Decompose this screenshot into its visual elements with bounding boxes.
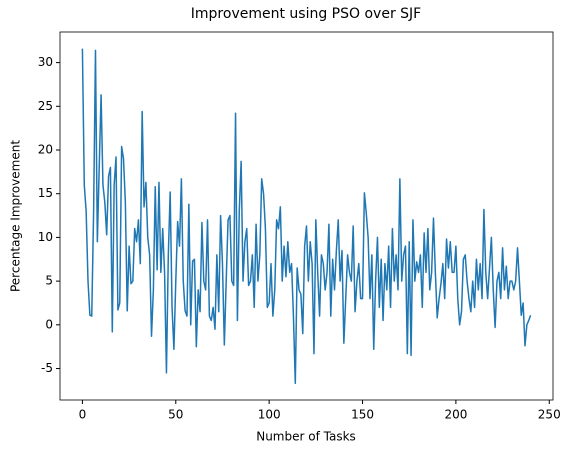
plot-frame (59, 31, 554, 401)
y-axis-label: Percentage Improvement (9, 140, 23, 292)
y-tick-label: 15 (38, 186, 53, 200)
x-tick-label: 0 (79, 408, 87, 422)
chart-title: Improvement using PSO over SJF (191, 6, 421, 22)
y-tick-label: -5 (41, 361, 53, 375)
x-tick-label: 100 (258, 408, 281, 422)
y-tick-label: 30 (38, 55, 53, 69)
data-line (81, 48, 532, 385)
x-tick-label: 50 (168, 408, 183, 422)
x-tick-label: 250 (538, 408, 561, 422)
y-tick-label: 20 (38, 143, 53, 157)
y-tick-label: 0 (45, 317, 53, 331)
x-tick-label: 150 (351, 408, 374, 422)
x-axis-label: Number of Tasks (256, 430, 356, 444)
y-tick-label: 10 (38, 230, 53, 244)
x-tick-label: 200 (444, 408, 467, 422)
y-tick-label: 5 (45, 274, 53, 288)
y-tick-label: 25 (38, 99, 53, 113)
